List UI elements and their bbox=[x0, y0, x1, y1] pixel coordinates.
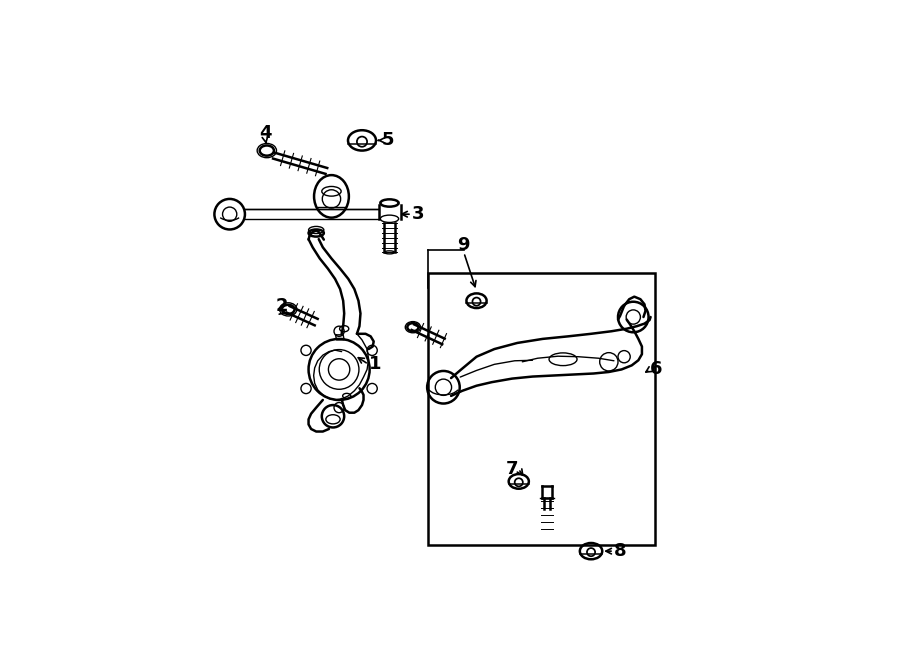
Text: 2: 2 bbox=[275, 297, 288, 315]
Text: 1: 1 bbox=[368, 356, 381, 373]
Text: 8: 8 bbox=[614, 542, 626, 560]
Text: 6: 6 bbox=[650, 360, 662, 379]
Bar bbox=[428, 273, 654, 545]
Text: 7: 7 bbox=[506, 459, 518, 478]
Text: 9: 9 bbox=[457, 236, 470, 254]
Text: 4: 4 bbox=[259, 124, 272, 141]
Text: 3: 3 bbox=[411, 205, 424, 223]
Text: 5: 5 bbox=[382, 132, 393, 149]
